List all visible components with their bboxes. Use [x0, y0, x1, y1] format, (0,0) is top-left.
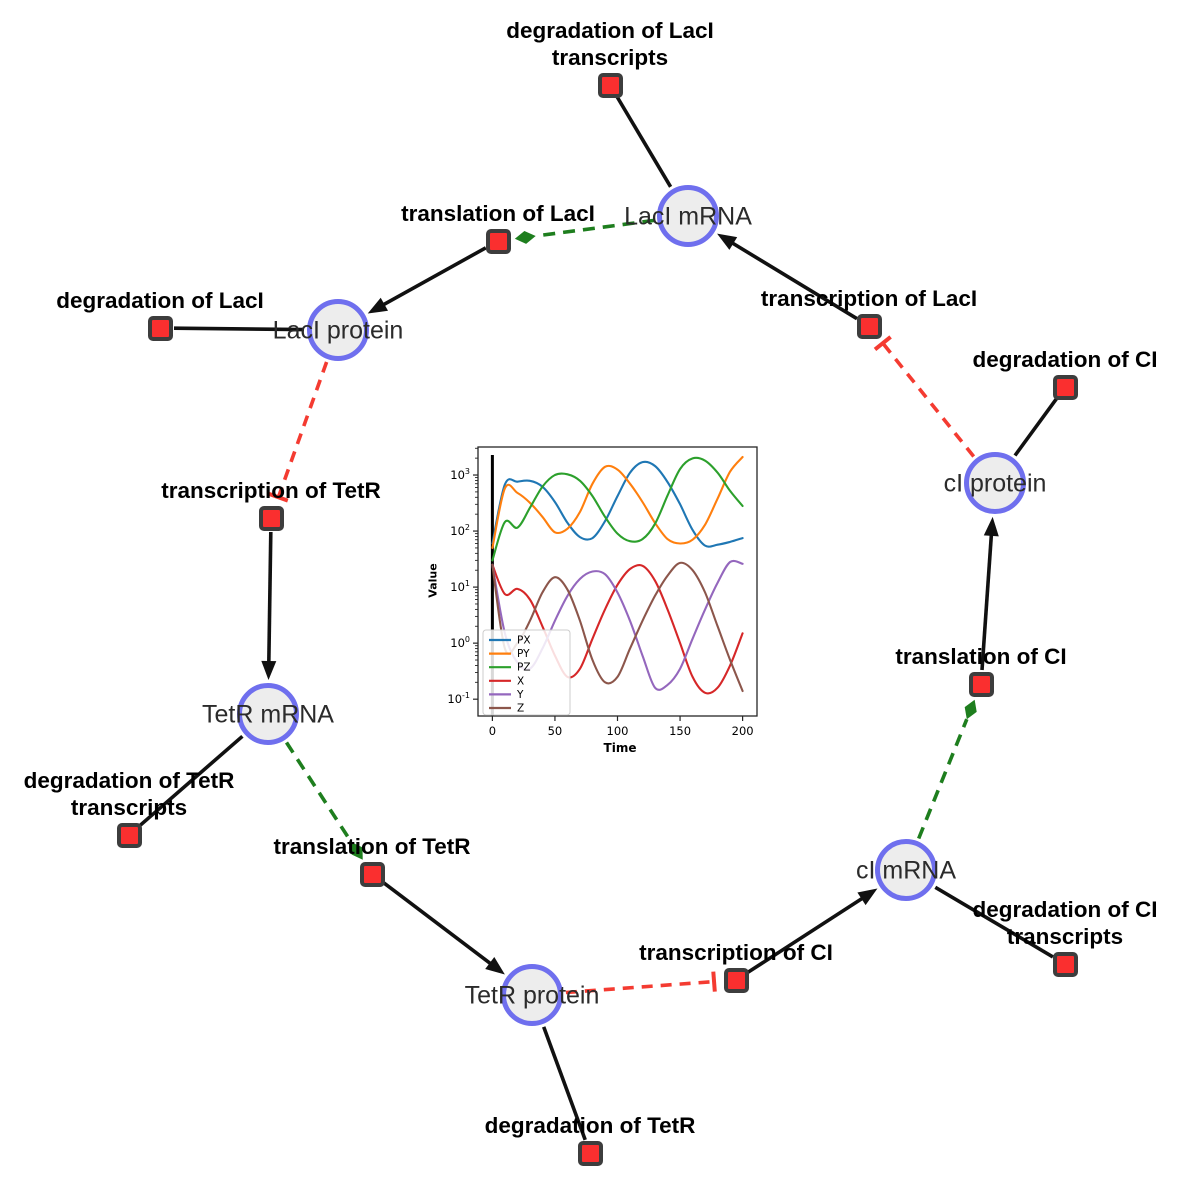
reaction-node-deg-ci[interactable]	[1052, 374, 1078, 400]
edge-txn-tetr-tetr-mrna	[261, 531, 277, 681]
edge-tetr-protein-txn-ci	[565, 971, 717, 995]
legend-label-Z: Z	[517, 703, 524, 715]
reaction-node-tln-ci[interactable]	[968, 671, 994, 697]
y-axis-label: Value	[426, 563, 440, 598]
reaction-label-deg-tetr-transcripts: degradation of TetR transcripts	[23, 768, 235, 820]
x-tick-label: 150	[669, 724, 691, 738]
x-tick-label: 200	[732, 724, 754, 738]
inhibition-tbar-icon	[268, 492, 289, 503]
edge-ci-protein-txn-laci	[873, 335, 976, 458]
reaction-node-deg-laci[interactable]	[147, 315, 173, 341]
series-line-PX	[491, 460, 744, 548]
y-tick-label: 101	[450, 579, 470, 594]
y-tick-label: 103	[450, 467, 470, 482]
reaction-node-deg-laci-transcripts[interactable]	[597, 72, 623, 98]
edge-tln-tetr-tetr-protein	[382, 880, 505, 975]
legend-label-PX: PX	[517, 635, 531, 647]
x-tick-label: 50	[548, 724, 563, 738]
series-line-PZ	[491, 456, 744, 562]
time-series-inset-chart: 0 50 100 150 200 10-1 100 101 102 103 PX PY PZ X Y Z Ti…	[420, 433, 788, 768]
edge-txn-laci-laci-mrna	[717, 233, 858, 321]
reaction-node-deg-tetr-transcripts[interactable]	[116, 822, 142, 848]
modifier-diamond-icon	[964, 699, 977, 720]
edge-ci-mrna-tln-ci	[917, 699, 977, 840]
x-tick-label: 0	[489, 724, 496, 738]
species-label-tetr-protein: TetR protein	[464, 981, 600, 1010]
arrowhead-icon	[983, 516, 999, 537]
arrowhead-icon	[857, 888, 878, 906]
reaction-label-deg-laci: degradation of LacI	[56, 288, 264, 313]
modifier-diamond-icon	[351, 842, 363, 860]
reaction-node-deg-ci-transcripts[interactable]	[1052, 951, 1078, 977]
legend-label-PZ: PZ	[517, 662, 531, 674]
reaction-node-tln-tetr[interactable]	[359, 861, 385, 887]
y-tick-label: 100	[450, 635, 470, 650]
edge-tln-ci-ci-protein	[980, 516, 999, 671]
legend-label-X: X	[517, 675, 524, 687]
edge-laci-protein-txn-tetr	[268, 361, 329, 503]
edge-txn-ci-ci-mrna	[746, 888, 878, 974]
species-label-ci-protein: cI protein	[943, 469, 1047, 498]
reaction-label-txn-tetr: transcription of TetR	[161, 478, 381, 503]
edge-laci-mrna-deg-laci-transcripts	[615, 96, 673, 188]
edge-tetr-protein-deg-tetr	[542, 1026, 587, 1141]
species-node-tetr-mrna[interactable]	[237, 683, 299, 745]
legend-label-PY: PY	[517, 648, 530, 660]
reaction-node-txn-ci[interactable]	[723, 967, 749, 993]
reaction-node-txn-laci[interactable]	[856, 313, 882, 339]
series-line-PY	[491, 455, 744, 549]
arrowhead-icon	[261, 660, 277, 681]
species-node-ci-protein[interactable]	[964, 452, 1026, 514]
y-tick-label: 10-1	[447, 691, 470, 706]
series-line-X	[491, 563, 744, 695]
reaction-label-tln-laci: translation of LacI	[401, 201, 595, 226]
x-axis-label: Time	[603, 741, 637, 755]
species-label-laci-mrna: LacI mRNA	[624, 202, 752, 231]
inhibition-tbar-icon	[873, 335, 892, 351]
edge-laci-mrna-tln-laci	[514, 218, 655, 244]
reaction-label-deg-ci-transcripts: degradation of CI transcripts	[972, 897, 1158, 949]
reaction-label-deg-laci-transcripts: degradation of LacI transcripts	[506, 18, 714, 70]
legend-label-Y: Y	[516, 689, 524, 701]
reaction-label-tln-tetr: translation of TetR	[273, 834, 471, 859]
edge-tetr-mrna-tln-tetr	[284, 741, 363, 860]
edge-laci-protein-deg-laci	[173, 326, 305, 332]
reaction-label-tln-ci: translation of CI	[895, 644, 1067, 669]
edge-tln-laci-laci-protein	[367, 246, 487, 314]
species-node-laci-mrna[interactable]	[657, 185, 719, 247]
species-label-tetr-mrna: TetR mRNA	[202, 700, 334, 729]
species-node-ci-mrna[interactable]	[875, 839, 937, 901]
reaction-label-deg-ci: degradation of CI	[972, 347, 1158, 372]
y-tick-label: 102	[450, 523, 470, 538]
series-line-Z	[491, 561, 744, 693]
arrowhead-icon	[367, 297, 388, 314]
reaction-node-txn-tetr[interactable]	[258, 505, 284, 531]
species-node-laci-protein[interactable]	[307, 299, 369, 361]
species-label-ci-mrna: cI mRNA	[856, 856, 956, 885]
arrowhead-icon	[717, 233, 738, 250]
reaction-label-txn-ci: transcription of CI	[639, 940, 833, 965]
edge-tetr-mrna-deg-tetr-transcripts	[138, 734, 244, 828]
arrowhead-icon	[485, 957, 505, 975]
species-node-tetr-protein[interactable]	[501, 964, 563, 1026]
edge-ci-protein-deg-ci	[1013, 397, 1059, 457]
edge-ci-mrna-deg-ci-transcripts	[934, 885, 1054, 959]
reaction-label-txn-laci: transcription of LacI	[760, 286, 978, 311]
inhibition-tbar-icon	[711, 971, 717, 992]
modifier-diamond-icon	[514, 231, 536, 244]
reaction-node-tln-laci[interactable]	[485, 228, 511, 254]
reaction-label-deg-tetr: degradation of TetR	[484, 1113, 696, 1138]
reaction-node-deg-tetr[interactable]	[577, 1140, 603, 1166]
x-tick-label: 100	[607, 724, 629, 738]
species-label-laci-protein: LacI protein	[272, 316, 404, 345]
